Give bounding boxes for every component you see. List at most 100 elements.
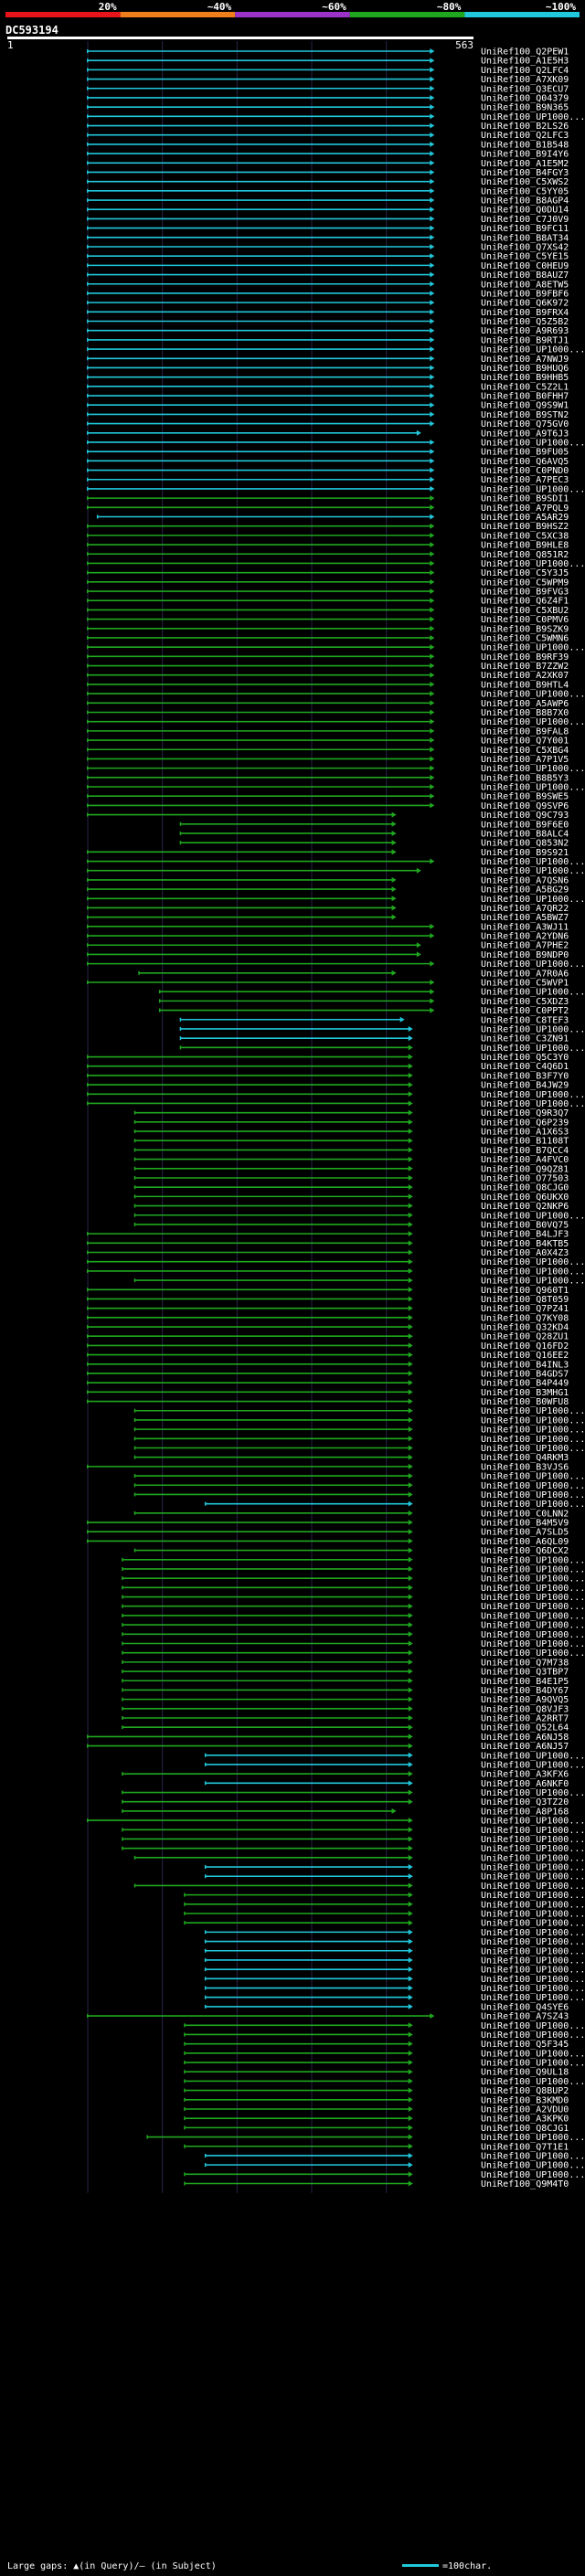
hit-row[interactable]: UniRef100_A7P1V5	[87, 755, 569, 765]
hit-label[interactable]: UniRef100_A9T6J3	[481, 429, 569, 439]
hit-label[interactable]: UniRef100_UP1000...	[481, 1788, 585, 1798]
hit-label[interactable]: UniRef100_UP1000...	[481, 2151, 585, 2161]
hit-label[interactable]: UniRef100_UP1000...	[481, 1910, 585, 1920]
hit-label[interactable]: UniRef100_Q9R3Q7	[481, 1108, 569, 1118]
hit-row[interactable]: UniRef100_B9FRX4	[87, 308, 569, 318]
hit-row[interactable]: UniRef100_UP1000...	[204, 1966, 585, 1976]
hit-row[interactable]: UniRef100_Q8T059	[87, 1295, 569, 1305]
hit-label[interactable]: UniRef100_A3KPK0	[481, 2115, 569, 2125]
hit-label[interactable]: UniRef100_B9N365	[481, 103, 569, 113]
hit-row[interactable]: UniRef100_Q6DCX2	[133, 1546, 569, 1556]
hit-row[interactable]: UniRef100_Q28ZU1	[87, 1332, 569, 1342]
hit-label[interactable]: UniRef100_B9HSZ2	[481, 522, 569, 532]
hit-label[interactable]: UniRef100_B9HTL4	[481, 680, 569, 690]
hit-row[interactable]: UniRef100_Q3TBP7	[122, 1668, 569, 1678]
hit-row[interactable]: UniRef100_UP1000...	[146, 2133, 585, 2143]
hit-row[interactable]: UniRef100_B0WFU8	[87, 1397, 569, 1407]
hit-label[interactable]: UniRef100_UP1000...	[481, 1472, 585, 1482]
hit-row[interactable]: UniRef100_Q2NKP6	[133, 1202, 569, 1212]
hit-row[interactable]: UniRef100_Q0DU14	[87, 206, 569, 216]
hit-row[interactable]: UniRef100_B9HTL4	[87, 680, 569, 690]
hit-label[interactable]: UniRef100_UP1000...	[481, 1639, 585, 1649]
hit-row[interactable]: UniRef100_Q5F345	[184, 2040, 569, 2050]
hit-row[interactable]: UniRef100_A2XK07	[87, 671, 569, 681]
hit-row[interactable]: UniRef100_B8B7X0	[87, 708, 569, 718]
hit-label[interactable]: UniRef100_UP1000...	[481, 764, 585, 774]
hit-row[interactable]: UniRef100_Q3TZ20	[122, 1797, 569, 1807]
hit-label[interactable]: UniRef100_Q6Z4F1	[481, 597, 569, 607]
hit-row[interactable]: UniRef100_UP1000...	[184, 2030, 585, 2041]
hit-row[interactable]: UniRef100_A7QR22	[87, 904, 569, 914]
hit-row[interactable]: UniRef100_A5AR29	[96, 513, 569, 523]
hit-label[interactable]: UniRef100_Q32KD4	[481, 1323, 569, 1333]
hit-label[interactable]: UniRef100_UP1000...	[481, 857, 585, 867]
hit-label[interactable]: UniRef100_Q2LFC4	[481, 66, 569, 76]
hit-row[interactable]: UniRef100_C3ZN91	[179, 1034, 569, 1044]
hit-label[interactable]: UniRef100_B9RTJ1	[481, 335, 569, 345]
hit-label[interactable]: UniRef100_Q8VJF3	[481, 1704, 569, 1714]
hit-row[interactable]: UniRef100_Q8VJF3	[122, 1704, 569, 1714]
hit-row[interactable]: UniRef100_Q7M738	[122, 1658, 569, 1668]
hit-row[interactable]: UniRef100_Q9C793	[87, 811, 569, 821]
hit-label[interactable]: UniRef100_A6NJ58	[481, 1733, 569, 1743]
hit-label[interactable]: UniRef100_UP1000...	[481, 1490, 585, 1500]
hit-label[interactable]: UniRef100_B8B5Y3	[481, 773, 569, 783]
hit-row[interactable]: UniRef100_B8AGP4	[87, 196, 569, 207]
hit-label[interactable]: UniRef100_UP1000...	[481, 690, 585, 700]
hit-label[interactable]: UniRef100_UP1000...	[481, 1919, 585, 1929]
hit-row[interactable]: UniRef100_UP1000...	[87, 112, 585, 122]
hit-row[interactable]: UniRef100_B3VJS6	[87, 1462, 569, 1472]
hit-row[interactable]: UniRef100_Q8CJG1	[184, 2124, 569, 2134]
hit-label[interactable]: UniRef100_UP1000...	[481, 345, 585, 355]
hit-row[interactable]: UniRef100_Q7PZ41	[87, 1304, 569, 1314]
hit-row[interactable]: UniRef100_Q04379	[87, 93, 569, 103]
hit-label[interactable]: UniRef100_C5Z2L1	[481, 382, 569, 392]
hit-label[interactable]: UniRef100_Q3ECU7	[481, 84, 569, 94]
hit-row[interactable]: UniRef100_UP1000...	[133, 1406, 585, 1416]
hit-label[interactable]: UniRef100_Q04379	[481, 93, 569, 103]
hit-row[interactable]: UniRef100_Q6AVQ5	[87, 457, 569, 467]
hit-label[interactable]: UniRef100_Q16EE2	[481, 1351, 569, 1361]
hit-label[interactable]: UniRef100_UP1000...	[481, 1090, 585, 1100]
hit-row[interactable]: UniRef100_UP1000...	[184, 2021, 585, 2031]
hit-row[interactable]: UniRef100_B4P449	[87, 1379, 569, 1389]
hit-row[interactable]: UniRef100_UP1000...	[204, 1500, 585, 1510]
hit-label[interactable]: UniRef100_C5WPM9	[481, 578, 569, 588]
hit-label[interactable]: UniRef100_A1E5H3	[481, 57, 569, 67]
hit-row[interactable]: UniRef100_UP1000...	[122, 1630, 585, 1640]
hit-label[interactable]: UniRef100_Q9C793	[481, 811, 569, 821]
hit-row[interactable]: UniRef100_A7PEC3	[87, 475, 569, 485]
hit-label[interactable]: UniRef100_C0LNN2	[481, 1509, 569, 1519]
hit-label[interactable]: UniRef100_C0PPT2	[481, 1006, 569, 1016]
hit-row[interactable]: UniRef100_UP1000...	[87, 783, 585, 793]
hit-row[interactable]: UniRef100_B9HSZ2	[87, 522, 569, 532]
hit-label[interactable]: UniRef100_UP1000...	[481, 1277, 585, 1287]
hit-row[interactable]: UniRef100_UP1000...	[133, 1490, 585, 1500]
hit-row[interactable]: UniRef100_A8P168	[122, 1807, 569, 1817]
hit-label[interactable]: UniRef100_B9FC11	[481, 224, 569, 234]
hit-label[interactable]: UniRef100_Q6P239	[481, 1118, 569, 1128]
hit-row[interactable]: UniRef100_B9FU05	[87, 448, 569, 458]
hit-row[interactable]: UniRef100_C5YE15	[87, 252, 569, 262]
hit-row[interactable]: UniRef100_A1E5H3	[87, 57, 569, 67]
hit-label[interactable]: UniRef100_C5YY05	[481, 186, 569, 196]
hit-row[interactable]: UniRef100_B1108T	[133, 1137, 569, 1147]
hit-label[interactable]: UniRef100_Q0DU14	[481, 206, 569, 216]
hit-row[interactable]: UniRef100_UP1000...	[122, 1593, 585, 1603]
hit-row[interactable]: UniRef100_UP1000...	[133, 1426, 585, 1436]
hit-label[interactable]: UniRef100_Q851R2	[481, 550, 569, 560]
hit-row[interactable]: UniRef100_Q9UL18	[184, 2068, 569, 2078]
hit-row[interactable]: UniRef100_UP1000...	[87, 345, 585, 355]
hit-label[interactable]: UniRef100_B9RF39	[481, 652, 569, 663]
hit-row[interactable]: UniRef100_UP1000...	[87, 559, 585, 569]
hit-row[interactable]: UniRef100_UP1000...	[122, 1574, 585, 1585]
hit-row[interactable]: UniRef100_A6NJ57	[87, 1742, 569, 1752]
hit-label[interactable]: UniRef100_UP1000...	[481, 1826, 585, 1836]
hit-label[interactable]: UniRef100_UP1000...	[481, 1099, 585, 1109]
hit-label[interactable]: UniRef100_B4P449	[481, 1379, 569, 1389]
hit-label[interactable]: UniRef100_Q7XS42	[481, 242, 569, 252]
hit-label[interactable]: UniRef100_B9SWE5	[481, 792, 569, 802]
hit-row[interactable]: UniRef100_A7SLD5	[87, 1528, 569, 1538]
hit-label[interactable]: UniRef100_UP1000...	[481, 1211, 585, 1221]
hit-label[interactable]: UniRef100_Q52L64	[481, 1723, 569, 1733]
